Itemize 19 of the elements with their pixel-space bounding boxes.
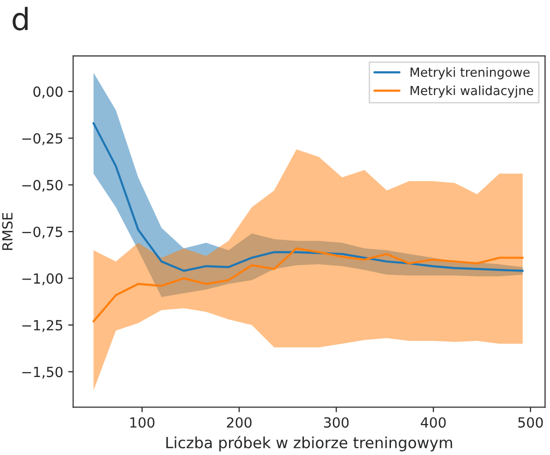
x-tick-label: 300: [324, 417, 349, 428]
y-tick-label: 0,00: [33, 86, 63, 98]
y-tick-label: −1,50: [22, 366, 63, 379]
line-series: [92, 122, 524, 272]
y-tick-label: −0,25: [22, 133, 62, 146]
y-tick-label: −1,25: [22, 320, 62, 332]
y-tick-label: −0,75: [22, 226, 62, 238]
text: d: [12, 6, 28, 30]
x-tick-label: 500: [518, 417, 543, 428]
x-tick-label: 200: [226, 417, 252, 428]
line-series: [92, 247, 524, 322]
y-axis-title: RMSE: [2, 212, 13, 250]
x-tick-label: 400: [420, 417, 446, 428]
y-tick-label: −0,50: [22, 180, 63, 192]
x-tick-label: 100: [130, 417, 154, 428]
legend-label: Metryki treningowe: [410, 67, 530, 80]
x-axis-title: Liczba próbek w zbiorze treningowym: [166, 436, 452, 452]
legend-label: Metryki walidacyjne: [410, 86, 534, 98]
y-tick-label: −1,00: [22, 273, 63, 286]
